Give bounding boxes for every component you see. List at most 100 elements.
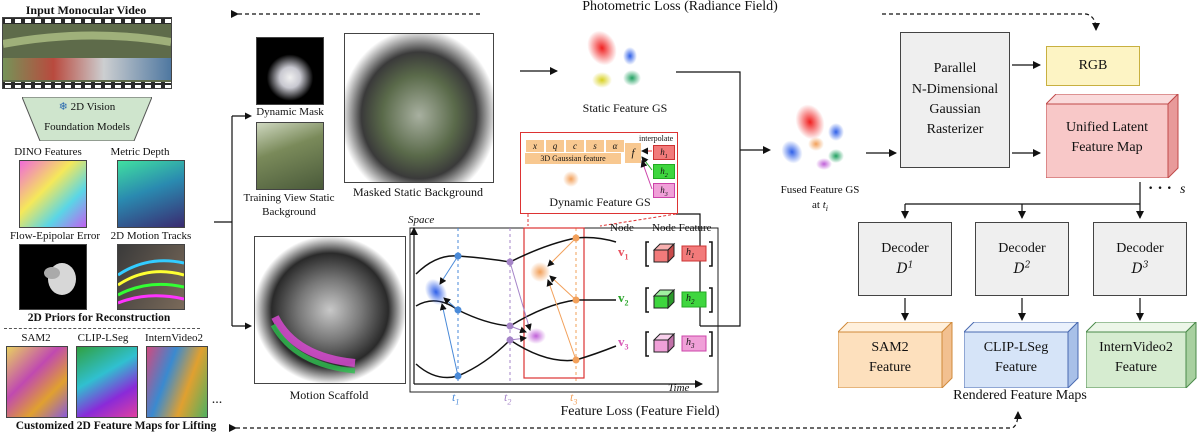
attr-x: x: [525, 139, 545, 153]
node-feature-header: Node Feature: [652, 222, 712, 234]
internvideo2-output-cube: InternVideo2 Feature: [1086, 322, 1198, 388]
rasterizer-line1: Parallel: [933, 61, 977, 77]
sam2-label: SAM2: [21, 332, 51, 344]
dino-label: DINO Features: [14, 146, 82, 158]
h1-chip: h1: [653, 145, 675, 160]
rasterizer-line4: Rasterizer: [926, 122, 984, 138]
clip-lseg-output-line1: CLIP-LSeg: [983, 340, 1049, 355]
motion-scaffold-image: [254, 236, 406, 384]
dynamic-gs-label: Dynamic Feature GS: [549, 195, 651, 209]
h3-chip: h3: [653, 183, 675, 198]
attr-alpha: α: [605, 139, 625, 153]
clip-lseg-label: CLIP-LSeg: [77, 332, 129, 344]
masked-static-label: Masked Static Background: [353, 185, 483, 199]
decoder-2-symbol: D2: [1013, 260, 1031, 277]
fused-gs-line2: at ti: [812, 199, 828, 214]
masked-static-background-image: [344, 33, 494, 183]
internvideo2-label: InternVideo2: [145, 332, 203, 344]
feature-dim-s: s: [1180, 182, 1186, 197]
rgb-box: RGB: [1046, 46, 1140, 86]
time-t1: t1: [452, 390, 460, 407]
input-video-title: Input Monocular Video: [25, 3, 147, 17]
decoder-1-symbol: D1: [896, 260, 914, 277]
sam2-output-cube: SAM2 Feature: [838, 322, 954, 388]
input-video-filmstrip: [2, 17, 172, 89]
internvideo2-output-line2: Feature: [1115, 359, 1157, 375]
snowflake-icon: ❄: [58, 101, 68, 113]
motion-tracks-image: [117, 244, 185, 310]
clip-lseg-feature-image: [76, 346, 138, 418]
feature-loss-label: Feature Loss (Feature Field): [520, 404, 760, 420]
scaffold-plot: Space Time Node Node Feature v1 v2 v3 h1…: [406, 214, 736, 406]
rendered-feature-maps-label: Rendered Feature Maps: [953, 388, 1087, 403]
fused-gs-line1: Fused Feature GS: [780, 184, 860, 196]
training-view-image: [256, 122, 324, 190]
training-view-line1: Training View Static: [243, 192, 335, 204]
latent-feature-map: Unified Latent Feature Map: [1046, 94, 1186, 178]
priors-title: 2D Priors for Reconstruction: [27, 312, 171, 324]
gaussian-feature-label: 3D Gaussian feature: [525, 153, 621, 164]
time-t2: t2: [504, 390, 512, 407]
clip-lseg-output-cube: CLIP-LSeg Feature: [964, 322, 1080, 388]
priors-divider: [4, 328, 200, 329]
feature-f: f: [625, 143, 641, 163]
training-view-line2: Background: [262, 206, 316, 218]
node-v2: v2: [618, 290, 629, 308]
motion-scaffold-label: Motion Scaffold: [289, 388, 369, 402]
attr-q: q: [545, 139, 565, 153]
static-gs-label: Static Feature GS: [582, 101, 668, 115]
sam2-output-line2: Feature: [869, 359, 911, 375]
rasterizer-line2: N-Dimensional: [911, 81, 999, 97]
vfm-line1: 2D Vision: [70, 101, 116, 113]
metric-depth-image: [117, 160, 185, 228]
latent-line1: Unified Latent: [1065, 120, 1149, 135]
motion-tracks-label: 2D Motion Tracks: [110, 230, 192, 242]
rasterizer-box: Parallel N-Dimensional Gaussian Rasteriz…: [900, 32, 1010, 168]
clip-lseg-output-line2: Feature: [995, 359, 1037, 375]
more-decoders-dots: · · ·: [1148, 180, 1173, 197]
time-axis-label: Time: [668, 382, 690, 394]
decoder-3-label: Decoder: [1116, 240, 1164, 256]
internvideo2-feature-image: [146, 346, 208, 418]
photometric-loss-arrow: [231, 10, 1100, 31]
decoder-2-label: Decoder: [998, 240, 1046, 256]
node-header: Node: [610, 222, 634, 234]
latent-line2: Feature Map: [1071, 140, 1143, 156]
dynamic-mask-image: [256, 37, 324, 105]
node-feature-h1: h1: [686, 247, 695, 260]
decoder-3-symbol: D3: [1131, 260, 1149, 277]
decoder-1: Decoder D1: [858, 222, 952, 296]
decoder-2: Decoder D2: [975, 222, 1069, 296]
gaussian-attribute-row: x q c s α: [525, 139, 625, 153]
decoder-1-label: Decoder: [881, 240, 929, 256]
input-branch-connector: [214, 115, 250, 327]
fused-gs-blobs: [776, 100, 868, 176]
h2-chip: h2: [653, 164, 675, 179]
time-t3: t3: [570, 390, 578, 407]
node-v1: v1: [618, 244, 629, 262]
flow-epipolar-label: Flow-Epipolar Error: [9, 230, 101, 242]
space-axis-label: Space: [408, 214, 435, 226]
dynamic-feature-gs-box: x q c s α 3D Gaussian feature f interpol…: [520, 132, 678, 214]
rgb-label: RGB: [1078, 57, 1108, 73]
interpolate-label: interpolate: [639, 134, 674, 143]
dino-feature-image: [19, 160, 87, 228]
attr-s: s: [585, 139, 605, 153]
node-feature-h2: h2: [686, 293, 695, 306]
static-gs-blobs: [566, 30, 676, 94]
sam2-output-line1: SAM2: [871, 340, 909, 355]
metric-depth-label: Metric Depth: [110, 146, 170, 158]
dynamic-mask-label: Dynamic Mask: [256, 106, 324, 118]
decoder-branch-connector: [905, 182, 1141, 205]
photometric-loss-label: Photometric Loss (Radiance Field): [480, 0, 880, 15]
vfm-line2: Foundation Models: [44, 121, 130, 133]
decoder-3: Decoder D3: [1093, 222, 1187, 296]
node-v3: v3: [618, 334, 629, 352]
feature-loss-arrow: [229, 411, 1022, 432]
vision-foundation-models: ❄ 2D Vision Foundation Models: [22, 97, 152, 141]
node-feature-h3: h3: [686, 337, 695, 350]
rasterizer-line3: Gaussian: [929, 102, 981, 117]
more-features-ellipsis: ...: [211, 392, 223, 407]
